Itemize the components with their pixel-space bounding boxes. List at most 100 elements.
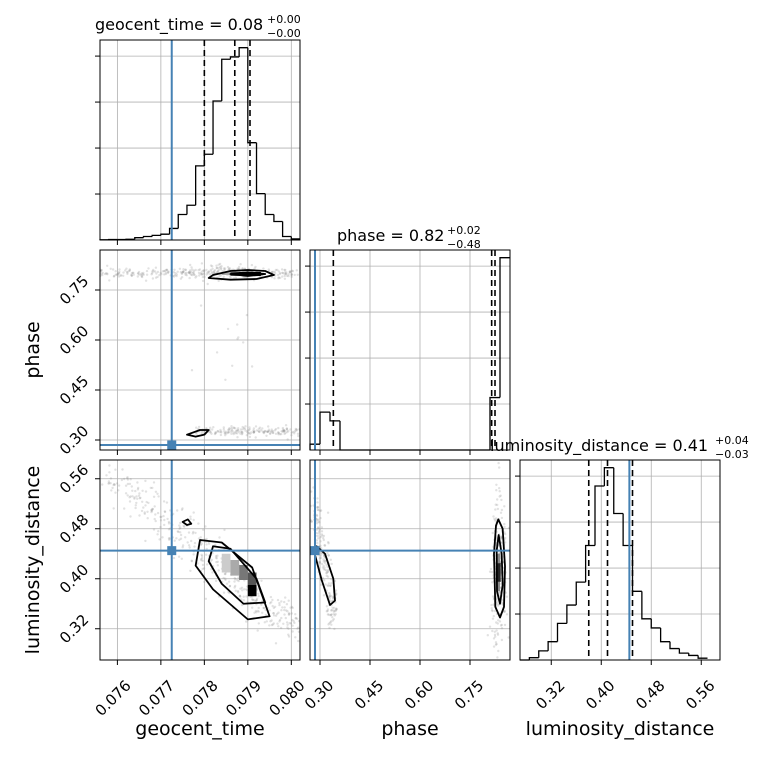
sample-point [222, 428, 225, 431]
sample-point [495, 600, 499, 604]
sample-point [491, 617, 495, 620]
sample-point [236, 267, 239, 270]
sample-point [117, 275, 121, 278]
sample-point [184, 272, 187, 275]
sample-point [319, 509, 322, 513]
hist-bin-luminosity-distance [659, 627, 670, 643]
sample-point [222, 426, 225, 429]
sample-point [179, 521, 182, 525]
sample-point [330, 582, 333, 585]
sample-point [181, 544, 185, 547]
contour-phase-vs-geocent-time [207, 269, 275, 281]
sample-point [175, 537, 178, 540]
sample-point [157, 530, 160, 533]
sample-point [142, 506, 145, 509]
sample-point [334, 613, 337, 616]
sample-point [141, 489, 144, 492]
sample-point [134, 489, 137, 493]
sample-point [201, 272, 204, 276]
sample-point [129, 478, 132, 481]
sample-point [111, 486, 114, 490]
sample-point [144, 504, 147, 507]
sample-point [287, 613, 291, 616]
sample-point [241, 432, 244, 435]
sample-point [151, 270, 154, 273]
sample-point [114, 270, 117, 273]
sample-point [206, 563, 209, 566]
sample-point [492, 515, 495, 518]
sample-point [240, 603, 244, 607]
truth-marker-luminosity-distance-vs-geocent-time [167, 546, 177, 556]
sample-point [135, 501, 138, 505]
sample-point [217, 263, 220, 266]
x-axis-label-geocent-time: geocent_time [135, 718, 264, 740]
sample-point [293, 430, 296, 433]
sample-point [105, 474, 108, 477]
sample-point [496, 656, 499, 659]
sample-point [319, 535, 322, 539]
sample-point [254, 436, 257, 439]
sample-point [175, 274, 178, 278]
sample-point [286, 610, 289, 613]
sample-point [214, 543, 217, 547]
sample-point [206, 282, 209, 286]
sample-point [489, 567, 493, 571]
sample-point [327, 582, 331, 585]
sample-point [327, 613, 330, 616]
sample-point [242, 426, 246, 430]
sample-point [255, 429, 259, 432]
sample-point [252, 598, 255, 602]
sample-point [206, 271, 209, 274]
sample-point [192, 273, 196, 276]
hist-bin-geocent-time [195, 165, 205, 206]
sample-point [188, 270, 191, 273]
sample-point [319, 556, 323, 560]
sample-point [220, 267, 223, 270]
sample-point [133, 497, 136, 500]
sample-point [291, 618, 294, 622]
sample-point [332, 606, 336, 609]
sample-point [498, 495, 501, 498]
sample-point [201, 567, 204, 571]
sample-point [227, 580, 231, 583]
sample-point [167, 522, 171, 525]
sample-point [101, 271, 104, 275]
x-tick-label-geocent-time: 0.076 [92, 677, 135, 720]
sample-point [288, 612, 291, 616]
sample-point [210, 272, 214, 275]
sample-point [504, 536, 507, 540]
sample-point [288, 270, 291, 273]
sample-point [269, 595, 273, 599]
sample-point [330, 608, 334, 612]
sample-point [287, 273, 290, 276]
hist-bin-luminosity-distance [566, 604, 577, 624]
sample-point [267, 268, 270, 271]
sample-point [219, 265, 222, 269]
sample-point [158, 273, 161, 277]
sample-point [189, 517, 192, 521]
sample-point [291, 430, 295, 434]
sample-point [500, 627, 504, 630]
sample-point [327, 541, 330, 544]
hist-bin-geocent-time [134, 237, 144, 240]
sample-point [326, 609, 329, 613]
sample-point [316, 518, 319, 521]
sample-point [117, 484, 121, 487]
sample-point [498, 487, 501, 490]
sample-point [226, 327, 230, 331]
sample-point [495, 598, 498, 601]
sample-point [136, 488, 140, 491]
sample-point [126, 477, 129, 480]
sample-point [326, 511, 330, 514]
sample-point [215, 560, 218, 564]
sample-point [203, 269, 206, 273]
sample-point [165, 268, 169, 272]
hist-panel-phase [309, 249, 511, 451]
sample-point [316, 532, 320, 535]
sample-point [126, 478, 130, 481]
hist-bin-luminosity-distance [575, 581, 586, 606]
sample-point [153, 517, 156, 521]
sample-point [163, 518, 166, 522]
sample-point [224, 432, 227, 435]
sample-point [187, 531, 191, 534]
